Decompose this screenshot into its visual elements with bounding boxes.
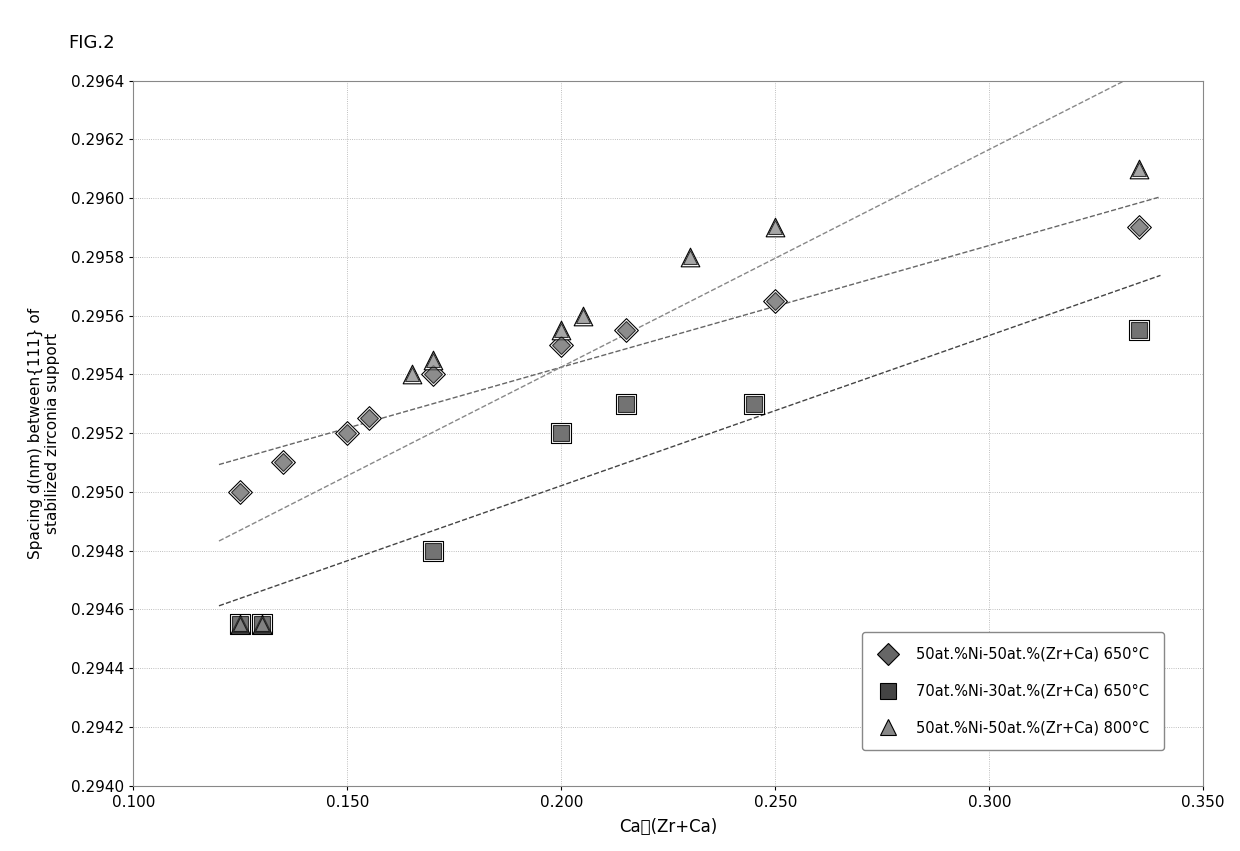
Point bbox=[231, 617, 250, 631]
Point bbox=[744, 397, 764, 410]
Point bbox=[1130, 323, 1149, 337]
Point bbox=[552, 323, 572, 337]
Point bbox=[358, 412, 378, 426]
Point bbox=[1130, 162, 1149, 175]
Point bbox=[615, 397, 635, 410]
Point bbox=[552, 426, 572, 440]
Text: FIG.2: FIG.2 bbox=[68, 34, 115, 52]
Point bbox=[423, 544, 443, 557]
Point bbox=[273, 455, 293, 469]
Point bbox=[680, 250, 699, 264]
Point bbox=[615, 323, 635, 337]
Point bbox=[552, 338, 572, 351]
Point bbox=[231, 485, 250, 499]
Point bbox=[1130, 220, 1149, 234]
Point bbox=[402, 368, 422, 381]
Point bbox=[573, 309, 593, 323]
Point bbox=[337, 426, 357, 440]
X-axis label: Ca／(Zr+Ca): Ca／(Zr+Ca) bbox=[619, 818, 718, 836]
Point bbox=[423, 353, 443, 367]
Y-axis label: Spacing d(nm) between{111} of
stabilized zirconia support: Spacing d(nm) between{111} of stabilized… bbox=[27, 307, 60, 558]
Point bbox=[231, 617, 250, 631]
Point bbox=[765, 220, 785, 234]
Point bbox=[765, 294, 785, 308]
Point bbox=[423, 368, 443, 381]
Legend: 50at.%Ni-50at.%(Zr+Ca) 650°C, 70at.%Ni-30at.%(Zr+Ca) 650°C, 50at.%Ni-50at.%(Zr+C: 50at.%Ni-50at.%(Zr+Ca) 650°C, 70at.%Ni-3… bbox=[862, 632, 1164, 750]
Point bbox=[252, 617, 272, 631]
Point bbox=[252, 617, 272, 631]
